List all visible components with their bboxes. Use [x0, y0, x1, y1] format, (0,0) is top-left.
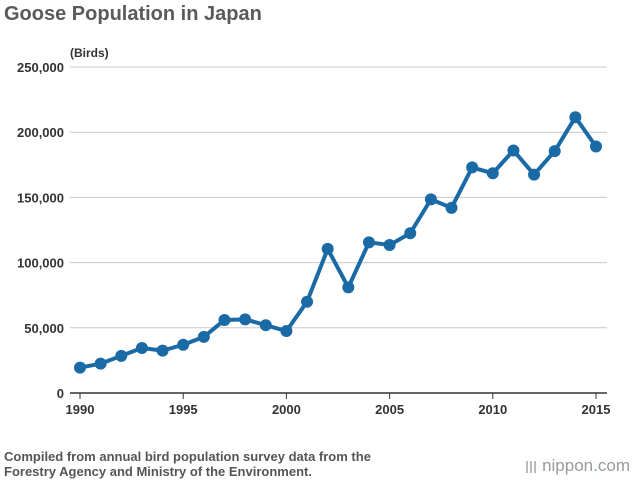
y-tick-label: 0 — [57, 386, 64, 401]
data-point — [466, 161, 479, 174]
x-tick-labels: 1990 1995 2000 2005 2010 2015 — [66, 402, 611, 417]
grid-lines — [70, 66, 607, 329]
data-point — [259, 319, 272, 332]
x-tick-label: 1990 — [66, 402, 95, 417]
y-tick-label: 100,000 — [17, 256, 64, 271]
data-point — [301, 295, 314, 308]
data-point — [239, 313, 252, 326]
data-point — [424, 193, 437, 206]
x-tick-label: 2000 — [272, 402, 301, 417]
source-line-1: Compiled from annual bird population sur… — [4, 449, 371, 464]
y-tick-label: 50,000 — [24, 321, 64, 336]
y-tick-label: 250,000 — [17, 60, 64, 75]
nippon-logo-icon — [526, 457, 538, 477]
data-point — [569, 111, 582, 124]
y-axis-unit-label: (Birds) — [70, 46, 109, 60]
data-point — [94, 357, 107, 370]
y-tick-label: 150,000 — [17, 190, 64, 205]
data-point — [590, 140, 602, 153]
data-point — [74, 361, 86, 374]
x-axis — [70, 392, 607, 399]
data-point — [135, 342, 148, 355]
y-tick-label: 200,000 — [17, 125, 64, 140]
brand-tld: com — [597, 456, 630, 475]
x-tick-label: 2015 — [582, 402, 611, 417]
series-line — [78, 115, 598, 370]
nippon-logo: nippon.com — [526, 456, 630, 477]
data-point — [115, 349, 128, 362]
data-point — [507, 144, 520, 157]
brand-dot: . — [593, 456, 598, 475]
data-point — [197, 330, 210, 343]
data-point — [177, 338, 190, 351]
data-point — [383, 238, 396, 251]
data-point — [156, 344, 169, 357]
series-goose-population — [74, 111, 602, 374]
data-point — [404, 227, 417, 240]
data-point — [362, 236, 375, 249]
data-point — [486, 167, 499, 180]
data-point — [548, 145, 561, 158]
chart-title: Goose Population in Japan — [4, 3, 262, 25]
x-tick-label: 2010 — [478, 402, 507, 417]
y-tick-labels: 0 50,000 100,000 150,000 200,000 250,000 — [17, 60, 64, 401]
data-point — [342, 281, 355, 294]
source-line-2: Forestry Agency and Ministry of the Envi… — [4, 464, 312, 479]
brand-name: nippon — [542, 456, 594, 475]
line-chart: 0 50,000 100,000 150,000 200,000 250,000 1990… — [17, 60, 611, 417]
data-point — [321, 242, 334, 255]
x-tick-label: 1995 — [169, 402, 198, 417]
data-point — [218, 313, 231, 326]
data-point — [445, 201, 458, 214]
data-point — [528, 168, 541, 181]
source-note: Compiled from annual bird population sur… — [4, 449, 424, 479]
x-tick-label: 2005 — [375, 402, 404, 417]
data-point — [280, 325, 293, 338]
